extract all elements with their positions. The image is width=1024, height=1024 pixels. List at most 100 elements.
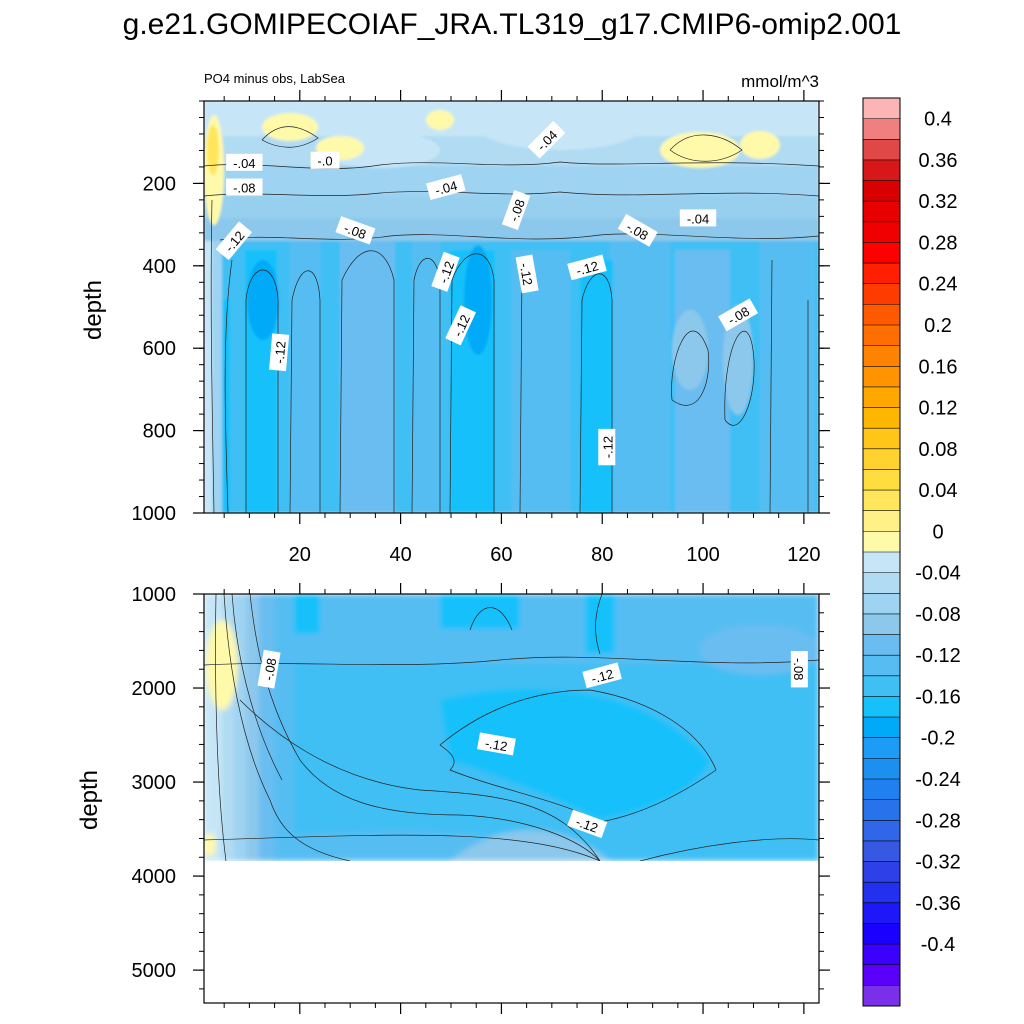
upper-contour-label: -.0: [310, 151, 340, 169]
lower-contour-label-box: [567, 809, 608, 839]
upper-x-tick-label: 60: [490, 544, 512, 566]
upper-contour-label: -.12: [431, 251, 460, 292]
upper-contour-label: -.04: [226, 153, 263, 171]
colorbar-swatch: [863, 201, 900, 223]
upper-contour-label: -.08: [335, 216, 376, 245]
lower-plot-frame: [203, 593, 820, 1004]
upper-contour-label: -.08: [501, 189, 531, 231]
upper-contour-label-text: -.08: [233, 181, 255, 196]
colorbar-swatch: [863, 325, 900, 347]
upper-y-axis: 200 400 600 800 1000: [132, 100, 830, 525]
lower-panel: -.08 -.12 -.08 -.12 -.12 1000 2000 3000 4000 500…: [76, 583, 830, 1014]
lower-contour-label: -.12: [477, 732, 516, 756]
colorbar-swatch: [863, 902, 900, 924]
lower-contour-label-text: -.12: [574, 814, 600, 836]
lower-contour-field: [204, 594, 819, 861]
upper-y-tick-label: 1000: [132, 503, 177, 525]
colorbar-swatch: [863, 655, 900, 677]
colorbar-swatch: [863, 428, 900, 450]
colorbar-swatch: [863, 345, 900, 367]
colorbar-swatch: [863, 717, 900, 739]
upper-y-tick-label: 400: [143, 256, 176, 278]
colorbar-swatch: [863, 799, 900, 821]
colorbar-swatch: [863, 469, 900, 491]
colorbar-label: 0.04: [919, 480, 958, 502]
colorbar-swatch: [863, 840, 900, 862]
colorbar-label: -0.4: [921, 934, 955, 956]
upper-contour-label-text: -.04: [687, 211, 709, 226]
colorbar-label: 0.12: [919, 398, 958, 420]
colorbar-swatch: [863, 180, 900, 202]
lower-contour-labels: -.08 -.12 -.08 -.12 -.12: [257, 649, 808, 839]
colorbar-label: 0.32: [919, 191, 958, 213]
upper-contour-label-box: [431, 251, 460, 292]
lower-y-tick-label: 2000: [132, 678, 177, 700]
upper-contour-label-box: [426, 174, 466, 200]
upper-contour-label-text: -.12: [436, 259, 458, 285]
upper-contour-label-box: [679, 209, 717, 227]
colorbar-label: 0.24: [919, 274, 958, 296]
colorbar-swatch: [863, 634, 900, 656]
colorbar-swatch: [863, 964, 900, 986]
colorbar-label: 0.08: [919, 439, 958, 461]
colorbar-swatch: [863, 882, 900, 904]
figure-title: g.e21.GOMIPECOIAF_JRA.TL319_g17.CMIP6-om…: [122, 8, 902, 41]
upper-y-axis-label: depth: [80, 280, 107, 340]
colorbar-label: -0.04: [915, 563, 961, 585]
colorbar-swatch: [863, 593, 900, 615]
colorbar-swatch: [863, 758, 900, 780]
colorbar-label: 0.28: [919, 232, 958, 254]
colorbar-swatch: [863, 923, 900, 945]
upper-y-tick-label: 600: [143, 338, 176, 360]
upper-contour-label: -.12: [598, 428, 616, 466]
colorbar-label: -0.24: [915, 769, 961, 791]
colorbar-label: -0.16: [915, 686, 961, 708]
upper-contour-label-box: [335, 216, 376, 245]
lower-y-tick-label: 5000: [132, 960, 177, 982]
upper-contour-label-box: [310, 151, 340, 169]
colorbar-swatch: [863, 490, 900, 512]
upper-x-axis: 20 40 60 80 100 120: [223, 90, 821, 566]
upper-contour-label: -.04: [679, 209, 717, 227]
colorbar-swatch: [863, 779, 900, 801]
upper-contour-label-text: -.04: [433, 178, 459, 198]
colorbar-swatch: [863, 263, 900, 285]
upper-plot-frame: [203, 100, 820, 514]
upper-contour-label-box: [598, 428, 616, 466]
colorbar-label: -0.36: [915, 893, 961, 915]
colorbar-label: 0.4: [924, 109, 952, 131]
upper-contour-label-text: -.08: [342, 220, 368, 242]
lower-contour-label: -.12: [582, 662, 622, 689]
colorbar-swatch: [863, 944, 900, 966]
colorbar-swatch: [863, 118, 900, 140]
colorbar-label: -0.12: [915, 645, 961, 667]
colorbar-swatch: [863, 159, 900, 181]
colorbar-swatch: [863, 572, 900, 594]
lower-contour-label-box: [477, 732, 516, 756]
upper-contour-label-text: -.08: [506, 197, 528, 223]
upper-contour-label-box: [215, 221, 253, 261]
colorbar-swatch: [863, 861, 900, 883]
lower-x-axis: [223, 583, 805, 1014]
colorbar-swatch: [863, 696, 900, 718]
lower-contour-label-box: [582, 662, 622, 689]
upper-contour-label: -.12: [567, 254, 607, 281]
colorbar-swatch: [863, 985, 900, 1007]
upper-contour-label-text: -.12: [574, 258, 600, 278]
upper-contour-label-text: -.12: [272, 341, 289, 365]
colorbar-label: -0.28: [915, 810, 961, 832]
colorbar-label: -0.2: [921, 728, 955, 750]
upper-contour-label-text: -.04: [233, 156, 255, 171]
colorbar-label: 0.2: [924, 315, 952, 337]
upper-contour-label-text: -.12: [517, 262, 536, 287]
upper-contour-label: -.12: [515, 254, 539, 294]
lower-contour-label-box: [790, 651, 808, 688]
upper-contour-label-box: [226, 178, 263, 196]
upper-y-tick-label: 200: [143, 173, 176, 195]
upper-x-tick-label: 40: [389, 544, 411, 566]
upper-contour-label-box: [718, 298, 759, 332]
upper-panel: PO4 minus obs, LabSea mmol/m^3: [80, 71, 830, 566]
lower-contour-label-box: [257, 649, 281, 689]
upper-contour-label-box: [226, 153, 263, 171]
